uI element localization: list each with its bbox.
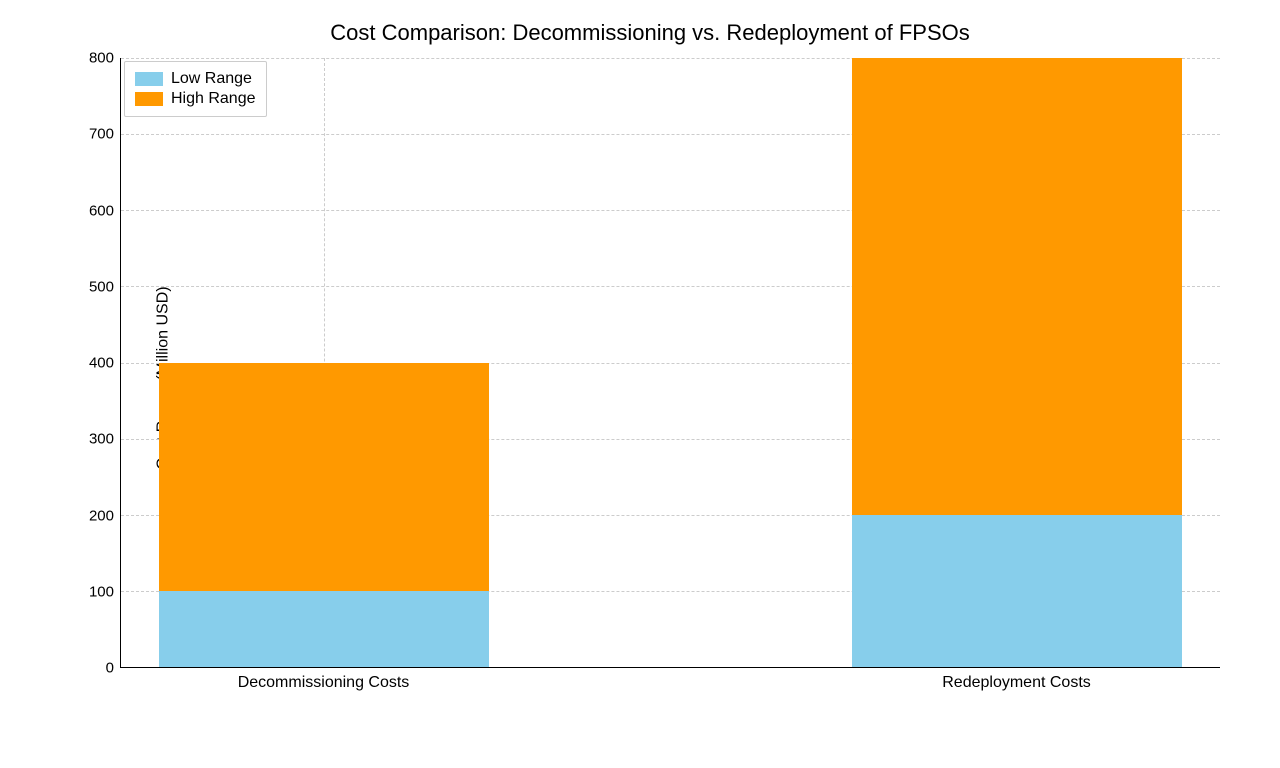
bar-low [159,591,489,667]
legend-item-low: Low Range [135,70,256,88]
legend-label-low: Low Range [171,70,252,88]
x-tick-label: Decommissioning Costs [238,674,410,692]
chart-title: Cost Comparison: Decommissioning vs. Red… [60,20,1240,46]
y-tick-label: 200 [89,507,114,524]
y-axis: 0100200300400500600700800 [60,58,120,668]
y-tick-label: 300 [89,431,114,448]
y-tick-label: 0 [106,660,114,677]
y-tick-label: 500 [89,278,114,295]
bar-high [852,58,1182,515]
y-tick-label: 800 [89,50,114,67]
plot-area: Cost Range (Million USD) 010020030040050… [120,58,1220,698]
bar-low [852,515,1182,667]
bar-high [159,363,489,591]
y-tick-label: 100 [89,583,114,600]
y-tick-label: 400 [89,355,114,372]
legend-label-high: High Range [171,90,256,108]
y-tick-label: 600 [89,202,114,219]
x-tick-label: Redeployment Costs [942,674,1091,692]
legend-swatch-low [135,72,163,86]
y-tick-label: 700 [89,126,114,143]
plot-inner: Low Range High Range [120,58,1220,668]
legend-swatch-high [135,92,163,106]
legend: Low Range High Range [124,61,267,117]
x-axis: Decommissioning Costs Redeployment Costs [120,668,1220,698]
chart-container: Cost Comparison: Decommissioning vs. Red… [60,20,1240,740]
legend-item-high: High Range [135,90,256,108]
